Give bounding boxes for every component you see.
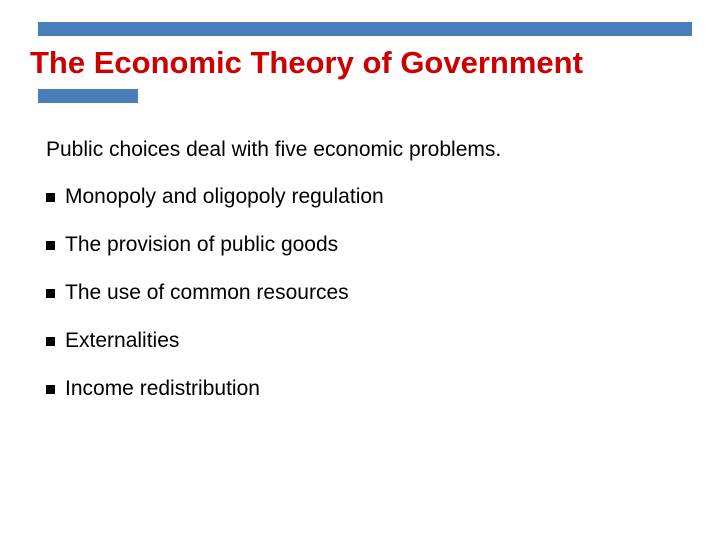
title-block: The Economic Theory of Government [28,45,692,87]
slide-title: The Economic Theory of Government [28,45,692,87]
intro-text: Public choices deal with five economic p… [46,138,680,162]
list-item: Income redistribution [46,377,680,401]
bullet-list: Monopoly and oligopoly regulation The pr… [46,185,680,425]
list-item: The use of common resources [46,281,680,305]
list-item: The provision of public goods [46,233,680,257]
square-bullet-icon [46,193,55,202]
square-bullet-icon [46,289,55,298]
bullet-text: Externalities [65,329,179,353]
bullet-text: The use of common resources [65,281,349,305]
square-bullet-icon [46,241,55,250]
bullet-text: Monopoly and oligopoly regulation [65,185,384,209]
list-item: Monopoly and oligopoly regulation [46,185,680,209]
list-item: Externalities [46,329,680,353]
bullet-text: Income redistribution [65,377,260,401]
bullet-text: The provision of public goods [65,233,338,257]
accent-bar-under-title [38,89,138,103]
accent-bar-top [38,22,692,36]
square-bullet-icon [46,385,55,394]
square-bullet-icon [46,337,55,346]
